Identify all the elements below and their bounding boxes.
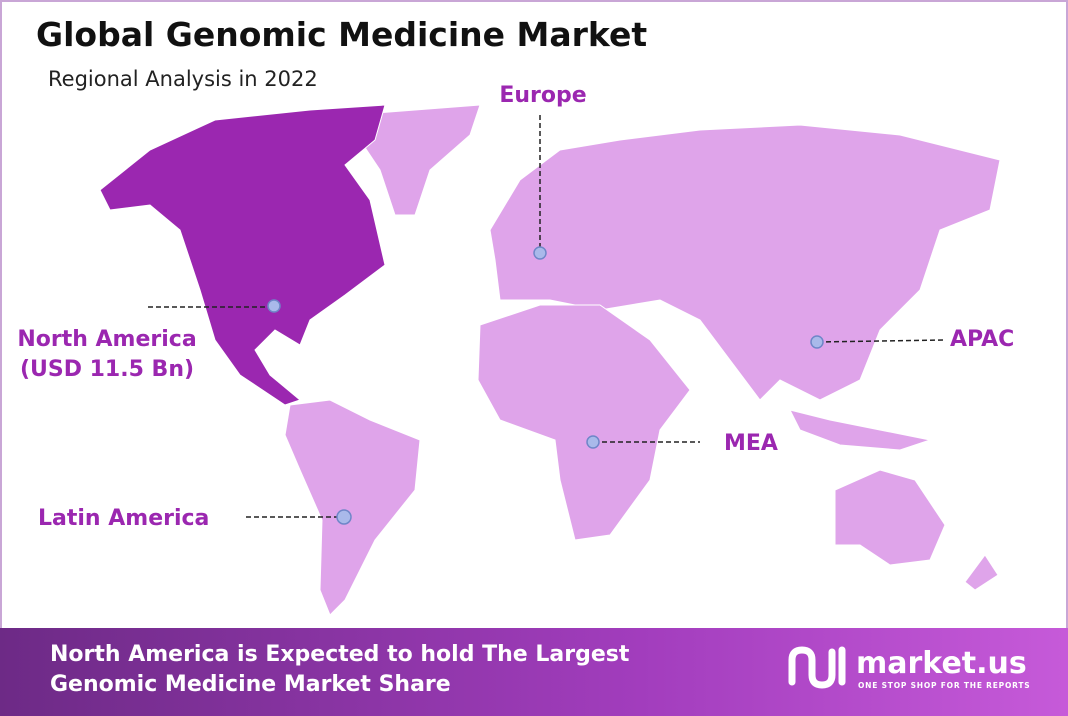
footer-line: North America is Expected to hold The La… [50,642,630,667]
region-value: (USD 11.5 Bn) [20,357,194,382]
brand-tagline: ONE STOP SHOP FOR THE REPORTS [858,681,1031,690]
region-marker [533,246,547,260]
footer-line: Genomic Medicine Market Share [50,672,451,697]
callouts: Europe North America (USD 11.5 Bn) APAC … [17,83,1014,531]
region-label: MEA [724,431,778,456]
brand-logo: market.us ONE STOP SHOP FOR THE REPORTS [788,646,1031,690]
region-marker [267,299,281,313]
region-marker [586,435,600,449]
region-marker [810,335,824,349]
region-label: APAC [950,327,1014,352]
region-marker [336,509,352,525]
north-america [99,104,386,406]
region-label: Latin America [38,506,209,531]
footer-band [0,628,1068,716]
title: Global Genomic Medicine Market [36,15,647,54]
new-zealand [964,554,999,591]
africa [477,304,691,541]
south-america [284,399,421,616]
greenland [349,104,481,216]
region-label: Europe [499,83,586,108]
logo-mark [788,646,846,689]
footer: North America is Expected to hold The La… [0,628,1068,716]
subtitle: Regional Analysis in 2022 [48,67,318,91]
australia [834,469,946,566]
leader-line [817,339,946,343]
indonesia [789,409,932,451]
brand-name: market.us [856,646,1027,681]
world-map [99,104,1001,616]
region-label: North America [17,327,196,352]
